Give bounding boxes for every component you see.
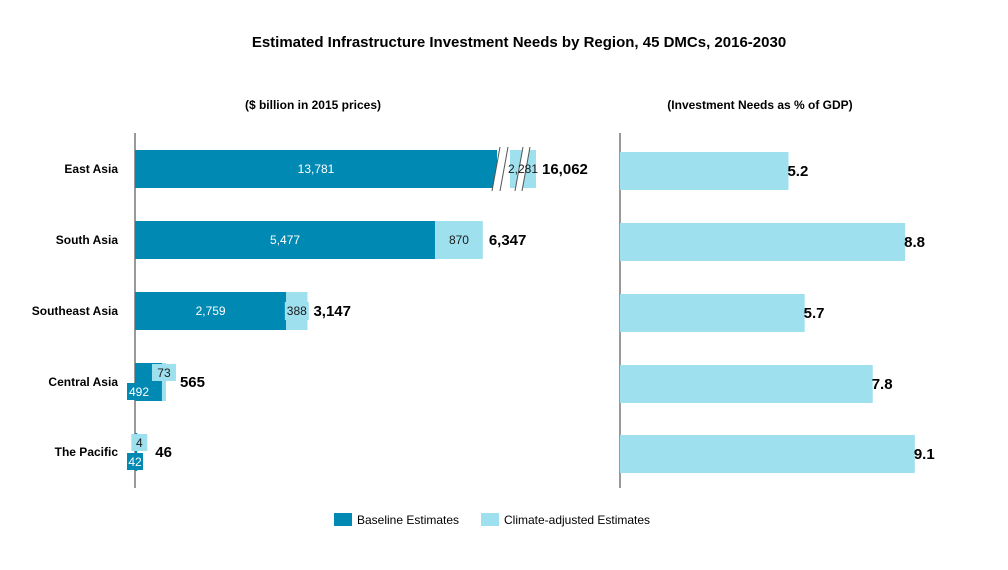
- value-label-climate-east-asia: 2,281: [508, 162, 538, 176]
- value-label-baseline-east-asia: 13,781: [298, 162, 335, 176]
- right-panel-subtitle: (Investment Needs as % of GDP): [667, 98, 852, 112]
- category-label-central-asia: Central Asia: [48, 375, 118, 389]
- chart-title: Estimated Infrastructure Investment Need…: [252, 34, 786, 51]
- left-panel-subtitle: ($ billion in 2015 prices): [245, 98, 381, 112]
- value-label-baseline-central-asia: 492: [129, 385, 149, 399]
- category-label-southeast-asia: Southeast Asia: [32, 304, 119, 318]
- total-label-east-asia: 16,062: [542, 161, 588, 178]
- gdp-label-south-asia: 8.8: [904, 234, 925, 251]
- gdp-label-east-asia: 5.2: [787, 163, 808, 180]
- category-label-east-asia: East Asia: [64, 162, 118, 176]
- value-label-climate-south-asia: 870: [449, 233, 469, 247]
- legend-label-climate: Climate-adjusted Estimates: [504, 513, 650, 527]
- value-label-baseline-the-pacific: 42: [128, 455, 142, 469]
- legend-label-baseline: Baseline Estimates: [357, 513, 459, 527]
- legend-swatch-baseline: [334, 513, 352, 526]
- legend-swatch-climate: [481, 513, 499, 526]
- value-label-climate-southeast-asia: 388: [287, 304, 307, 318]
- value-label-climate-the-pacific: 4: [136, 436, 143, 450]
- bar-gdp-southeast-asia: [620, 294, 805, 332]
- value-label-climate-central-asia: 73: [157, 366, 171, 380]
- legend: Baseline Estimates Climate-adjusted Esti…: [334, 513, 650, 527]
- chart-marks: East Asia 13,781 2,281 16,062 5.2 South Asia 5…: [32, 147, 935, 473]
- value-label-baseline-southeast-asia: 2,759: [196, 304, 226, 318]
- gdp-label-the-pacific: 9.1: [914, 446, 935, 463]
- bar-gdp-central-asia: [620, 365, 873, 403]
- bar-gdp-south-asia: [620, 223, 905, 261]
- total-label-southeast-asia: 3,147: [313, 303, 351, 320]
- total-label-south-asia: 6,347: [489, 232, 527, 249]
- total-label-the-pacific: 46: [155, 444, 172, 461]
- category-label-the-pacific: The Pacific: [55, 445, 119, 459]
- bar-gdp-east-asia: [620, 152, 788, 190]
- category-label-south-asia: South Asia: [56, 233, 119, 247]
- gdp-label-central-asia: 7.8: [872, 376, 893, 393]
- total-label-central-asia: 565: [180, 374, 205, 391]
- bar-gdp-the-pacific: [620, 435, 915, 473]
- value-label-baseline-south-asia: 5,477: [270, 233, 300, 247]
- gdp-label-southeast-asia: 5.7: [804, 305, 825, 322]
